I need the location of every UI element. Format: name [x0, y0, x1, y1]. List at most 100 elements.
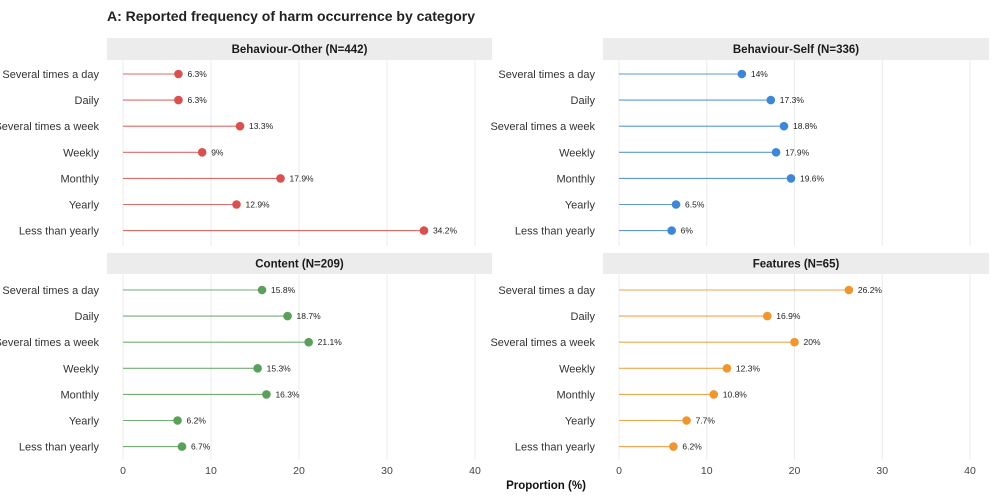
data-label: 21.1% [318, 337, 343, 347]
lollipop-point [276, 174, 285, 183]
x-tick-label: 10 [205, 465, 217, 477]
x-tick-label: 30 [381, 465, 393, 477]
lollipop-point [173, 416, 182, 425]
data-label: 13.3% [249, 121, 274, 131]
data-label: 17.9% [290, 173, 315, 183]
lollipop-point [419, 226, 429, 235]
lollipop-point [786, 174, 796, 183]
category-label: Yearly [565, 416, 596, 428]
category-label: Yearly [565, 200, 596, 212]
lollipop-point [766, 95, 776, 105]
data-label: 10.8% [723, 389, 748, 399]
data-label: 19.6% [800, 173, 825, 183]
x-tick-label: 20 [789, 465, 801, 477]
lollipop-point [174, 95, 183, 105]
lollipop-point [779, 121, 789, 131]
data-label: 26.2% [858, 285, 883, 295]
category-label: Several times a day [498, 285, 595, 297]
category-label: Daily [571, 311, 596, 323]
facet-strip [603, 253, 989, 274]
facet-strip [107, 38, 492, 60]
lollipop-point [844, 285, 854, 295]
category-label: Several times a day [498, 69, 595, 81]
lollipop-point [762, 311, 772, 321]
chart-title: A: Reported frequency of harm occurrence… [107, 8, 475, 24]
x-tick-label: 40 [964, 465, 976, 477]
category-label: Weekly [559, 147, 595, 159]
data-label: 6% [681, 226, 694, 236]
data-label: 18.7% [297, 311, 322, 321]
lollipop-point [771, 148, 781, 157]
x-tick-label: 10 [701, 465, 713, 477]
data-label: 12.9% [246, 200, 271, 210]
lollipop-point [232, 200, 241, 209]
facet-strip-title: Behaviour-Other (N=442) [232, 44, 368, 56]
category-label: Several times a day [2, 69, 99, 81]
category-label: Monthly [556, 389, 595, 401]
lollipop-point [262, 390, 271, 399]
category-label: Weekly [63, 147, 99, 159]
data-label: 6.3% [187, 95, 207, 105]
category-label: Weekly [559, 363, 595, 375]
category-label: Daily [75, 311, 100, 323]
data-label: 6.5% [685, 200, 705, 210]
data-label: 6.7% [191, 442, 211, 452]
data-label: 17.3% [780, 95, 805, 105]
data-label: 15.3% [267, 363, 292, 373]
category-label: Monthly [60, 389, 99, 401]
x-tick-label: 0 [616, 465, 622, 477]
category-label: Less than yearly [515, 442, 596, 454]
category-label: Less than yearly [515, 226, 596, 238]
lollipop-point [253, 364, 262, 373]
lollipop-point [722, 364, 732, 373]
category-label: Several times a week [0, 121, 99, 133]
category-label: Less than yearly [19, 442, 100, 454]
x-tick-label: 0 [120, 465, 126, 477]
data-label: 6.2% [682, 442, 702, 452]
lollipop-point [283, 311, 292, 321]
facet-strip [107, 253, 492, 274]
data-label: 9% [211, 147, 224, 157]
category-label: Daily [75, 95, 100, 107]
lollipop-point [257, 285, 267, 295]
lollipop-point [197, 148, 207, 157]
data-label: 7.7% [696, 416, 716, 426]
facet-strip-title: Features (N=65) [753, 259, 840, 271]
lollipop-point [177, 442, 187, 451]
category-label: Several times a week [490, 121, 595, 133]
category-label: Less than yearly [19, 226, 100, 238]
facet-strip-title: Behaviour-Self (N=336) [733, 44, 859, 56]
lollipop-point [304, 337, 313, 347]
data-label: 15.8% [271, 285, 296, 295]
category-label: Monthly [60, 173, 99, 185]
category-label: Several times a day [2, 285, 99, 297]
lollipop-point [682, 416, 691, 425]
category-label: Several times a week [0, 337, 99, 349]
data-label: 6.3% [187, 69, 207, 79]
x-tick-label: 30 [876, 465, 888, 477]
x-tick-label: 40 [469, 465, 481, 477]
lollipop-point [235, 121, 245, 131]
category-label: Weekly [63, 363, 99, 375]
x-tick-label: 20 [293, 465, 305, 477]
data-label: 20% [804, 337, 821, 347]
data-label: 14% [751, 69, 768, 79]
category-label: Several times a week [490, 337, 595, 349]
category-label: Yearly [69, 200, 100, 212]
facet-strip [603, 38, 989, 60]
data-label: 17.9% [785, 147, 810, 157]
data-label: 12.3% [736, 363, 761, 373]
facet-strip-title: Content (N=209) [255, 259, 344, 271]
data-label: 6.2% [187, 416, 207, 426]
lollipop-point [709, 390, 719, 399]
category-label: Monthly [556, 173, 595, 185]
category-label: Yearly [69, 416, 100, 428]
lollipop-point [737, 69, 747, 79]
x-axis-title: Proportion (%) [506, 480, 586, 492]
data-label: 18.8% [793, 121, 818, 131]
data-label: 16.9% [776, 311, 801, 321]
data-label: 34.2% [433, 226, 458, 236]
data-label: 16.3% [275, 389, 300, 399]
lollipop-point [790, 337, 799, 347]
